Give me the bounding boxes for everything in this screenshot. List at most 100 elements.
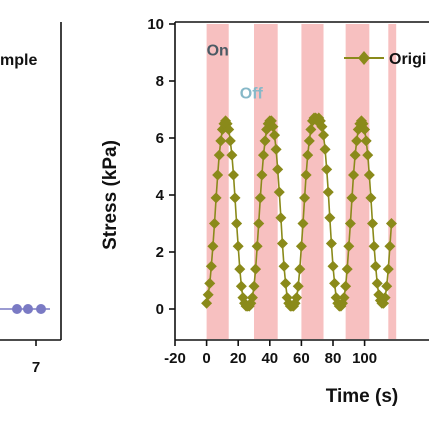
data-point — [305, 123, 317, 135]
data-point — [319, 143, 331, 155]
legend: Origi — [344, 51, 426, 68]
data-point — [363, 169, 375, 181]
on-stripe — [388, 24, 397, 339]
data-point — [229, 192, 241, 204]
left-panel-marker — [12, 304, 22, 314]
legend-label: Origi — [389, 51, 426, 68]
data-point — [384, 240, 396, 252]
data-point — [256, 169, 268, 181]
data-point — [270, 143, 282, 155]
data-point — [321, 163, 333, 175]
x-tick-label: 0 — [202, 350, 210, 367]
data-point — [212, 169, 224, 181]
data-point — [362, 149, 374, 161]
data-point — [253, 218, 265, 229]
data-point — [346, 192, 358, 204]
x-tick-label: -20 — [164, 350, 186, 367]
series-group — [201, 112, 397, 312]
x-tick-label: 80 — [325, 350, 342, 367]
data-point — [202, 289, 214, 301]
on-stripe — [301, 24, 324, 339]
data-point — [276, 237, 288, 249]
data-point — [349, 149, 361, 161]
data-point — [213, 149, 225, 161]
data-point — [269, 129, 281, 141]
data-point — [254, 192, 266, 204]
x-ticks: -20 0 20 40 60 80 100 — [164, 340, 377, 367]
x-axis-label: Time (s) — [326, 386, 399, 407]
data-point — [209, 218, 220, 229]
y-tick-label: 4 — [156, 187, 165, 204]
data-point — [365, 192, 377, 204]
data-point — [257, 149, 269, 161]
left-panel: mple 7 — [0, 22, 62, 376]
x-tick-label: 40 — [261, 350, 278, 367]
y-tick-label: 8 — [156, 73, 164, 90]
data-point — [275, 212, 287, 224]
data-point — [385, 218, 397, 229]
y-tick-label: 2 — [156, 244, 164, 261]
stress-time-chart: -20 0 20 40 60 80 100 0 2 4 6 8 10 On Off Origi Str… — [100, 16, 429, 407]
data-point — [278, 260, 290, 272]
y-tick-label: 10 — [147, 16, 164, 33]
data-point — [227, 169, 239, 181]
data-point — [223, 123, 235, 135]
data-point — [302, 149, 314, 161]
left-legend-fragment: mple — [0, 52, 37, 69]
data-point — [297, 218, 309, 229]
data-point — [234, 263, 246, 275]
data-point — [299, 192, 311, 204]
x-tick-label: 60 — [293, 350, 310, 367]
left-panel-marker — [36, 304, 46, 314]
data-point — [351, 135, 363, 147]
data-point — [250, 263, 262, 275]
data-point — [318, 129, 330, 141]
data-point — [231, 218, 243, 229]
data-point — [248, 280, 260, 292]
data-point — [344, 218, 356, 229]
data-point — [303, 135, 315, 147]
left-panel-marker — [23, 304, 33, 314]
data-point — [267, 121, 279, 133]
data-point — [329, 277, 341, 289]
data-point — [272, 163, 284, 175]
data-point — [204, 277, 216, 289]
data-point — [343, 240, 355, 252]
y-tick-label: 0 — [156, 301, 164, 318]
on-annotation: On — [207, 43, 229, 60]
on-stripe — [345, 24, 370, 339]
data-point — [322, 186, 334, 198]
data-point — [273, 186, 285, 198]
data-point — [379, 292, 391, 304]
data-point — [338, 292, 350, 304]
data-point — [291, 292, 303, 304]
x-tick-label: 100 — [352, 350, 377, 367]
data-point — [280, 277, 292, 289]
data-point — [235, 280, 247, 292]
data-point — [224, 135, 236, 147]
data-point — [381, 280, 393, 292]
data-point — [340, 280, 352, 292]
data-point — [207, 240, 219, 252]
data-point — [382, 263, 394, 275]
data-point — [341, 263, 353, 275]
data-point — [300, 169, 312, 181]
data-point — [259, 135, 271, 147]
data-point — [201, 297, 213, 309]
data-point — [246, 292, 258, 304]
x-tick-label: 20 — [230, 350, 247, 367]
y-tick-label: 6 — [156, 130, 164, 147]
data-point — [327, 260, 339, 272]
data-point — [215, 135, 227, 147]
data-point — [316, 121, 328, 133]
data-point — [210, 192, 222, 204]
y-ticks: 0 2 4 6 8 10 — [147, 16, 175, 318]
off-annotation: Off — [240, 85, 264, 102]
data-point — [367, 218, 378, 229]
data-point — [368, 240, 380, 252]
data-point — [370, 260, 382, 272]
on-stripe — [254, 24, 278, 339]
data-point — [232, 240, 244, 252]
data-point — [294, 263, 306, 275]
